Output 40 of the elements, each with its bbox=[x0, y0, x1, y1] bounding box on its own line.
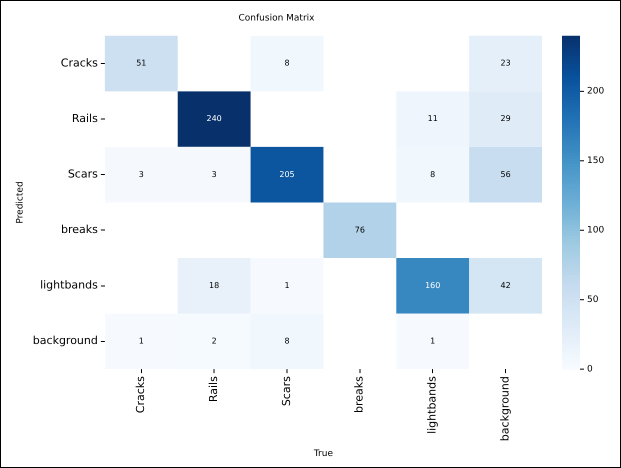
x-tick-label: lightbands bbox=[426, 376, 439, 434]
color-bar-label: 100 bbox=[587, 226, 604, 236]
data-label: 42 bbox=[500, 280, 511, 290]
data-label: 11 bbox=[428, 114, 438, 124]
x-tick-label: Rails bbox=[207, 376, 220, 402]
data-label: 8 bbox=[430, 170, 436, 179]
color-bar-label: 0 bbox=[587, 364, 593, 374]
data-label: 3 bbox=[138, 170, 144, 179]
data-label: 1 bbox=[430, 336, 436, 346]
data-label: 51 bbox=[136, 58, 146, 68]
color-bar-label: 200 bbox=[587, 86, 604, 97]
data-label: 76 bbox=[354, 225, 365, 234]
data-label: 205 bbox=[279, 170, 295, 179]
color-bar-label: 50 bbox=[587, 295, 599, 306]
data-label: 1 bbox=[284, 280, 290, 290]
data-label: 29 bbox=[500, 114, 511, 124]
data-label: 2 bbox=[212, 336, 217, 346]
y-axis-title: Predicted bbox=[16, 181, 26, 224]
data-label: 3 bbox=[212, 170, 217, 179]
chart-title: Confusion Matrix bbox=[238, 14, 316, 24]
x-tick-label: breaks bbox=[352, 376, 366, 414]
y-tick-label: lightbands bbox=[40, 278, 98, 292]
color-bar-label: 150 bbox=[587, 156, 604, 166]
data-label: 240 bbox=[206, 114, 222, 124]
x-tick-label: Cracks bbox=[134, 376, 148, 414]
data-label: 56 bbox=[500, 170, 511, 179]
y-tick-label: background bbox=[32, 334, 98, 348]
data-label: 1 bbox=[138, 336, 144, 346]
data-label: 8 bbox=[284, 336, 290, 346]
data-label: 8 bbox=[284, 58, 290, 68]
y-tick-label: Scars bbox=[68, 168, 98, 181]
x-tick-label: Scars bbox=[280, 376, 293, 406]
data-label: 23 bbox=[500, 58, 511, 68]
y-tick-label: breaks bbox=[60, 223, 98, 236]
y-tick-label: Rails bbox=[72, 112, 98, 125]
data-label: 160 bbox=[425, 280, 440, 290]
x-axis-title: True bbox=[312, 448, 334, 459]
y-tick-label: Cracks bbox=[60, 56, 98, 70]
data-label: 18 bbox=[209, 280, 220, 290]
x-tick-label: background bbox=[498, 376, 512, 442]
